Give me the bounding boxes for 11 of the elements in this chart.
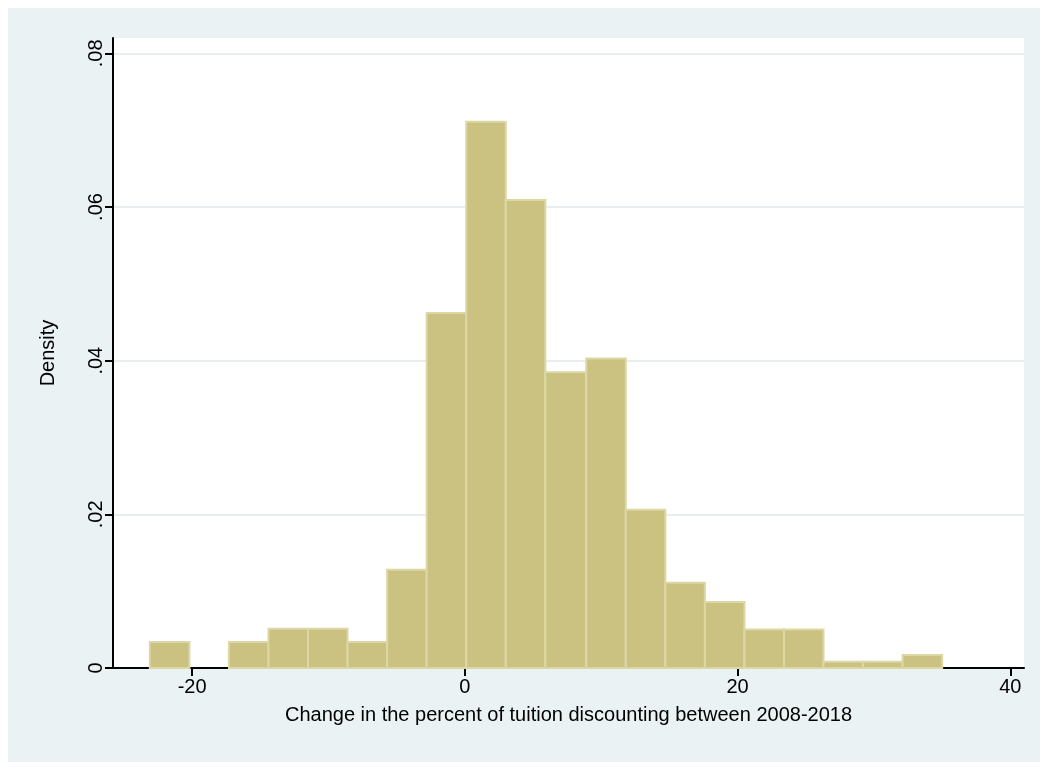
x-tick-label: -20: [177, 675, 207, 697]
x-tick-label: 40: [999, 675, 1022, 697]
y-tick-label: .06: [84, 193, 106, 221]
y-tick-label: .08: [84, 39, 106, 68]
x-tick-label: 0: [459, 675, 471, 697]
y-axis-title: Density: [36, 319, 58, 387]
y-tick-label: .02: [84, 500, 106, 529]
y-tick-label: 0: [84, 662, 106, 674]
x-tick-label: 20: [726, 675, 749, 697]
y-tick-label: .04: [84, 346, 106, 375]
x-axis-title: Change in the percent of tuition discounting between 2008-2018: [284, 703, 853, 725]
